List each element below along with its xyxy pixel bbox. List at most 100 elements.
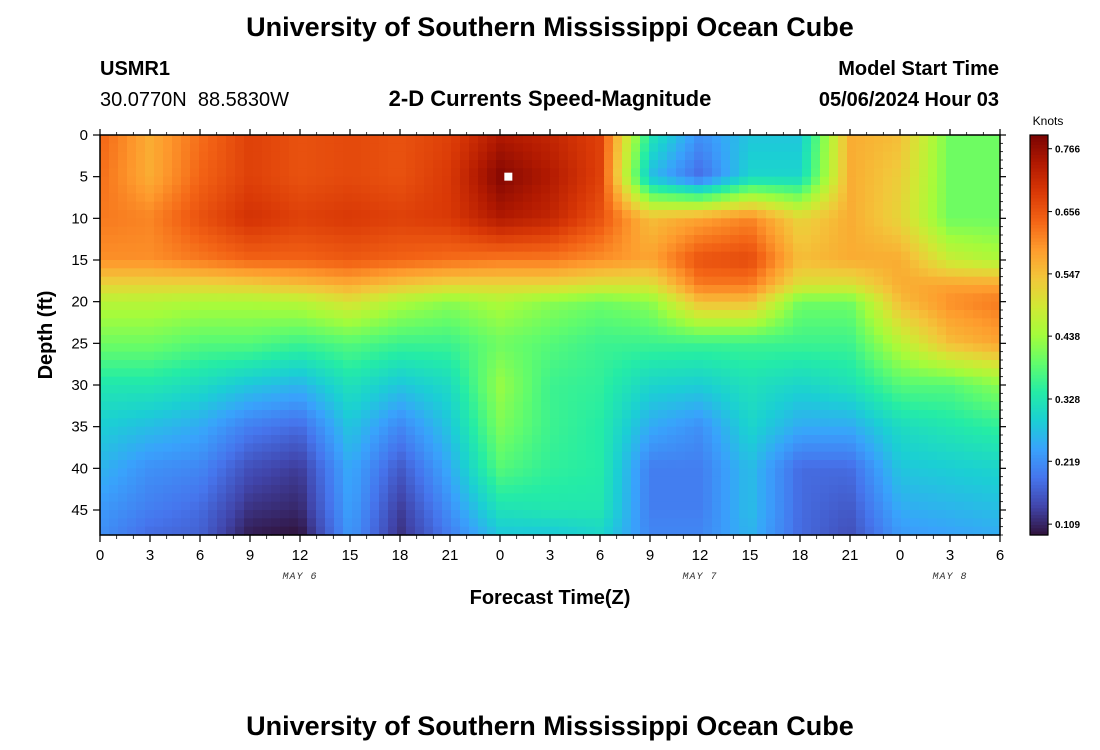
heatmap-cell bbox=[181, 235, 191, 244]
heatmap-cell bbox=[478, 168, 488, 177]
heatmap-cell bbox=[145, 335, 155, 344]
heatmap-cell bbox=[361, 293, 371, 302]
heatmap-cell bbox=[694, 385, 704, 394]
heatmap-cell bbox=[253, 160, 263, 169]
heatmap-cell bbox=[865, 210, 875, 219]
heatmap-cell bbox=[298, 135, 308, 144]
heatmap-cell bbox=[127, 252, 137, 261]
heatmap-cell bbox=[127, 343, 137, 352]
heatmap-cell bbox=[568, 377, 578, 386]
heatmap-cell bbox=[739, 410, 749, 419]
heatmap-cell bbox=[658, 418, 668, 427]
heatmap-cell bbox=[199, 518, 209, 527]
heatmap-cell bbox=[190, 235, 200, 244]
x-tick-label: 15 bbox=[742, 547, 759, 564]
heatmap-cell bbox=[946, 252, 956, 261]
heatmap-cell bbox=[712, 493, 722, 502]
heatmap-cell bbox=[352, 385, 362, 394]
heatmap-cell bbox=[226, 177, 236, 186]
heatmap-cell bbox=[901, 302, 911, 311]
heatmap-cell bbox=[739, 393, 749, 402]
heatmap-cell bbox=[928, 302, 938, 311]
heatmap-cell bbox=[955, 202, 965, 211]
heatmap-cell bbox=[127, 268, 137, 277]
heatmap-cell bbox=[199, 460, 209, 469]
heatmap-cell bbox=[433, 143, 443, 152]
heatmap-cell bbox=[442, 310, 452, 319]
heatmap-cell bbox=[649, 360, 659, 369]
heatmap-cell bbox=[568, 302, 578, 311]
heatmap-cell bbox=[541, 518, 551, 527]
heatmap-cell bbox=[811, 268, 821, 277]
heatmap-cell bbox=[559, 418, 569, 427]
heatmap-cell bbox=[307, 168, 317, 177]
heatmap-cell bbox=[379, 210, 389, 219]
heatmap-cell bbox=[595, 252, 605, 261]
heatmap-cell bbox=[109, 252, 119, 261]
heatmap-cell bbox=[505, 218, 515, 227]
heatmap-cell bbox=[100, 418, 110, 427]
heatmap-cell bbox=[793, 235, 803, 244]
heatmap-cell bbox=[118, 352, 128, 361]
heatmap-cell bbox=[280, 410, 290, 419]
heatmap-cell bbox=[532, 402, 542, 411]
heatmap-cell bbox=[190, 160, 200, 169]
heatmap-cell bbox=[874, 218, 884, 227]
heatmap-cell bbox=[865, 518, 875, 527]
heatmap-cell bbox=[874, 443, 884, 452]
heatmap-cell bbox=[883, 377, 893, 386]
heatmap-cell bbox=[280, 477, 290, 486]
y-tick-label: 0 bbox=[80, 127, 88, 144]
heatmap-cell bbox=[865, 177, 875, 186]
heatmap-cell bbox=[127, 485, 137, 494]
heatmap-cell bbox=[199, 410, 209, 419]
heatmap-cell bbox=[154, 435, 164, 444]
heatmap-cell bbox=[613, 393, 623, 402]
heatmap-cell bbox=[352, 518, 362, 527]
heatmap-cell bbox=[505, 477, 515, 486]
heatmap-cell bbox=[964, 243, 974, 252]
heatmap-cell bbox=[271, 252, 281, 261]
heatmap-cell bbox=[730, 368, 740, 377]
heatmap-cell bbox=[415, 402, 425, 411]
heatmap-cell bbox=[595, 418, 605, 427]
heatmap-cell bbox=[703, 393, 713, 402]
heatmap-cell bbox=[622, 243, 632, 252]
heatmap-cell bbox=[919, 393, 929, 402]
heatmap-cell bbox=[721, 502, 731, 511]
heatmap-cell bbox=[856, 252, 866, 261]
heatmap-cell bbox=[739, 260, 749, 269]
heatmap-cell bbox=[793, 402, 803, 411]
heatmap-cell bbox=[523, 277, 533, 286]
heatmap-cell bbox=[298, 185, 308, 194]
heatmap-cell bbox=[289, 427, 299, 436]
heatmap-cell bbox=[829, 143, 839, 152]
heatmap-cell bbox=[145, 243, 155, 252]
heatmap-cell bbox=[703, 418, 713, 427]
heatmap-cell bbox=[460, 460, 470, 469]
heatmap-cell bbox=[586, 368, 596, 377]
heatmap-cell bbox=[541, 385, 551, 394]
heatmap-cell bbox=[811, 293, 821, 302]
heatmap-cell bbox=[955, 285, 965, 294]
heatmap-cell bbox=[784, 277, 794, 286]
heatmap-cell bbox=[514, 410, 524, 419]
heatmap-cell bbox=[424, 393, 434, 402]
heatmap-cell bbox=[451, 452, 461, 461]
heatmap-cell bbox=[109, 460, 119, 469]
heatmap-cell bbox=[253, 218, 263, 227]
heatmap-cell bbox=[280, 252, 290, 261]
heatmap-cell bbox=[784, 310, 794, 319]
heatmap-cell bbox=[964, 285, 974, 294]
heatmap-cell bbox=[217, 460, 227, 469]
x-tick-label: 9 bbox=[646, 547, 654, 564]
heatmap-cell bbox=[676, 410, 686, 419]
heatmap-cell bbox=[523, 143, 533, 152]
heatmap-cell bbox=[775, 335, 785, 344]
heatmap-cell bbox=[406, 435, 416, 444]
heatmap-cell bbox=[847, 427, 857, 436]
heatmap-cell bbox=[622, 318, 632, 327]
heatmap-cell bbox=[397, 435, 407, 444]
heatmap-cell bbox=[325, 210, 335, 219]
heatmap-cell bbox=[478, 485, 488, 494]
